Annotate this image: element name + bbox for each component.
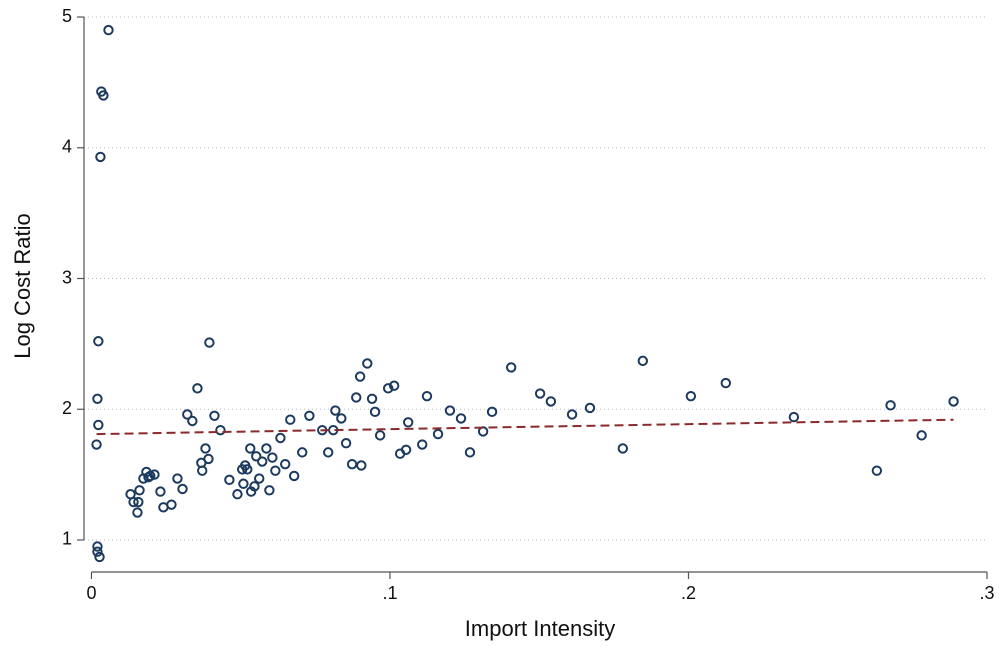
fit-line: [96, 418, 954, 436]
point: [400, 444, 412, 455]
point: [362, 358, 373, 369]
point: [242, 464, 253, 475]
point: [257, 456, 268, 467]
point: [871, 465, 883, 476]
point: [264, 485, 275, 496]
point: [382, 383, 394, 394]
point: [92, 393, 103, 404]
point: [204, 337, 215, 348]
point: [182, 409, 193, 420]
point: [351, 392, 362, 403]
point: [224, 474, 235, 486]
point: [187, 415, 198, 427]
point: [288, 470, 300, 482]
point: [366, 393, 378, 404]
point: [93, 419, 104, 431]
point: [354, 371, 366, 382]
y-tick-label: 1: [62, 529, 72, 549]
point: [197, 465, 208, 476]
point: [788, 411, 800, 423]
x-tick-label: 0: [86, 583, 96, 603]
point: [279, 458, 291, 470]
point: [369, 406, 381, 418]
point: [200, 443, 211, 454]
x-tick-label: .2: [681, 583, 696, 603]
point: [267, 452, 278, 463]
point: [245, 443, 256, 454]
point: [232, 489, 243, 500]
point: [402, 417, 414, 428]
point: [285, 414, 296, 425]
point: [432, 428, 444, 440]
point: [128, 496, 139, 508]
point: [209, 410, 220, 421]
point: [297, 447, 308, 458]
point: [304, 410, 315, 421]
point: [261, 443, 272, 454]
point: [388, 380, 400, 391]
point: [340, 438, 352, 449]
point: [103, 24, 114, 36]
point: [486, 406, 498, 418]
y-tick-label: 5: [62, 6, 72, 26]
point: [132, 507, 143, 518]
point: [95, 151, 106, 163]
x-axis-title: Import Intensity: [465, 616, 615, 641]
point: [534, 388, 546, 399]
point: [98, 90, 109, 101]
point: [134, 485, 145, 496]
point: [464, 447, 476, 458]
point: [155, 486, 166, 497]
point: [417, 439, 428, 450]
point: [330, 405, 341, 416]
point: [421, 390, 433, 402]
point: [275, 432, 286, 444]
point: [249, 481, 260, 492]
point: [166, 499, 177, 510]
y-axis-title: Log Cost Ratio: [10, 213, 35, 359]
point: [948, 396, 959, 407]
point: [177, 483, 188, 495]
point: [203, 453, 214, 465]
point: [192, 383, 203, 394]
x-tick-label: .1: [382, 583, 397, 603]
y-tick-label: 4: [62, 137, 72, 157]
point: [685, 390, 697, 402]
point: [617, 443, 629, 454]
point: [720, 377, 732, 389]
point: [94, 551, 105, 563]
point: [455, 413, 467, 424]
point: [505, 362, 517, 373]
y-tick-label: 3: [62, 267, 72, 287]
point: [322, 447, 334, 458]
point: [149, 469, 160, 480]
point: [356, 460, 367, 471]
y-tick-label: 2: [62, 398, 72, 418]
point: [346, 458, 358, 470]
point: [374, 430, 386, 441]
point: [238, 478, 249, 489]
point: [133, 496, 144, 508]
point: [172, 473, 183, 484]
point: [254, 473, 265, 484]
point: [885, 400, 896, 411]
point: [916, 430, 927, 441]
x-tick-label: .3: [979, 583, 994, 603]
point: [92, 546, 103, 557]
point: [566, 409, 578, 420]
point: [91, 439, 102, 450]
point: [251, 451, 262, 462]
point: [444, 405, 456, 416]
point: [92, 541, 103, 552]
point: [637, 355, 649, 367]
point: [336, 413, 347, 424]
point: [545, 396, 557, 407]
point: [584, 402, 596, 414]
point: [270, 465, 281, 476]
point: [93, 336, 104, 347]
point: [215, 424, 226, 436]
